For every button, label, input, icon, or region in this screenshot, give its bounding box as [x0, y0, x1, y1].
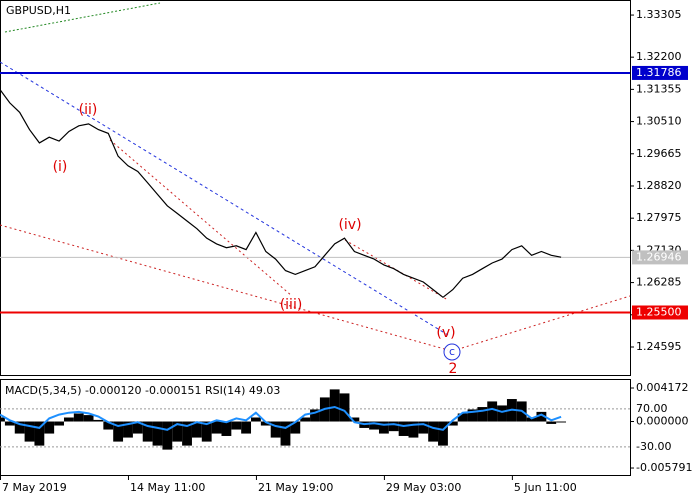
macd-bar	[162, 421, 173, 450]
macd-bar	[280, 421, 291, 446]
price-label: 1.31786	[636, 66, 682, 79]
x-tick-label: 5 Jun 11:00	[514, 481, 577, 494]
macd-bar	[113, 421, 124, 442]
wave-label: (i)	[53, 159, 68, 175]
macd-bar	[93, 419, 104, 422]
macd-bar	[487, 401, 498, 422]
macd-bar	[63, 417, 74, 422]
macd-bar	[300, 417, 311, 422]
x-tick-label: 14 May 11:00	[130, 481, 205, 494]
macd-bar	[142, 421, 153, 442]
macd-bar	[221, 421, 232, 436]
macd-bar	[260, 421, 271, 426]
y-tick-label: 1.27975	[636, 211, 682, 224]
macd-bar	[4, 421, 15, 426]
macd-bar	[310, 409, 320, 422]
macd-bar	[497, 405, 507, 422]
macd-bar	[477, 407, 488, 422]
wave-label: c	[449, 345, 455, 358]
macd-bar	[231, 421, 242, 430]
wave-label: (ii)	[79, 102, 98, 118]
indicator-tick-label: 0.004172	[636, 381, 689, 394]
macd-bar	[211, 421, 222, 434]
indicator-tick-label: -0.005791	[636, 461, 692, 474]
y-tick-label: 1.26285	[636, 276, 682, 289]
macd-bar	[369, 421, 379, 430]
macd-bar	[152, 421, 163, 446]
price-label-box	[632, 305, 688, 320]
macd-bar	[44, 421, 55, 434]
macd-bar	[556, 421, 567, 423]
macd-bar	[329, 389, 340, 422]
macd-bar	[388, 421, 399, 432]
macd-bar	[251, 417, 261, 422]
macd-bar	[201, 421, 212, 442]
macd-bar	[526, 417, 537, 422]
rsi-tick-label: 70.00	[636, 402, 668, 415]
macd-bar	[398, 421, 409, 436]
wave-label: (iii)	[280, 297, 303, 313]
macd-bar	[339, 393, 350, 422]
macd-bar	[290, 421, 301, 434]
macd-bar	[182, 421, 192, 446]
x-tick-label: 21 May 19:00	[258, 481, 333, 494]
y-tick-label: 1.32200	[636, 50, 682, 63]
macd-bar	[172, 421, 183, 442]
wave-label: 2	[449, 361, 458, 377]
macd-bar	[83, 415, 94, 422]
macd-bar	[241, 421, 252, 434]
y-tick-label: 1.28820	[636, 179, 682, 192]
price-label: 1.25500	[636, 306, 682, 319]
price-label: 1.26946	[636, 250, 682, 263]
projection-line	[461, 295, 631, 349]
wave-label: (iv)	[338, 217, 361, 233]
indicator-title: MACD(5,34,5) -0.000120 -0.000151 RSI(14)…	[5, 384, 280, 397]
macd-bar	[0, 417, 5, 422]
macd-bar	[24, 421, 35, 442]
rsi-tick-label: -30.00	[636, 440, 671, 453]
macd-bar	[457, 413, 468, 422]
macd-bar	[467, 409, 478, 422]
macd-bar	[34, 421, 45, 446]
wave-label: (v)	[436, 325, 455, 341]
macd-bar	[123, 421, 133, 438]
macd-bar	[546, 421, 557, 424]
y-tick-label: 1.24595	[636, 340, 682, 353]
wave-circle	[443, 343, 461, 361]
macd-bar	[536, 411, 547, 422]
macd-bar	[447, 421, 458, 426]
chart-title: GBPUSD,H1	[6, 4, 71, 17]
y-tick-label: 1.29665	[636, 147, 682, 160]
macd-bar	[191, 421, 202, 438]
price-line	[0, 89, 562, 299]
macd-bar	[14, 421, 25, 434]
macd-bar	[73, 413, 84, 422]
x-tick-label: 7 May 2019	[2, 481, 67, 494]
macd-bar	[408, 421, 419, 438]
y-tick-label: 1.31355	[636, 82, 682, 95]
x-tick-label: 29 May 03:00	[386, 481, 461, 494]
macd-bar	[132, 421, 143, 434]
y-tick-label: 1.33305	[636, 8, 682, 21]
macd-bar	[418, 421, 429, 434]
macd-bar	[438, 421, 448, 446]
macd-bar	[270, 421, 281, 438]
main-panel	[0, 0, 631, 376]
macd-bar	[428, 421, 439, 442]
macd-bar	[54, 421, 64, 426]
price-label-box	[632, 250, 688, 265]
y-tick-label: 1.30510	[636, 115, 682, 128]
indicator-tick-label: 0.000000	[636, 415, 689, 428]
macd-bar	[349, 417, 360, 422]
macd-bar	[103, 421, 114, 430]
indicator-panel	[0, 379, 631, 476]
rsi-line	[0, 405, 562, 431]
macd-bar	[378, 421, 389, 434]
price-label-box	[632, 65, 688, 80]
